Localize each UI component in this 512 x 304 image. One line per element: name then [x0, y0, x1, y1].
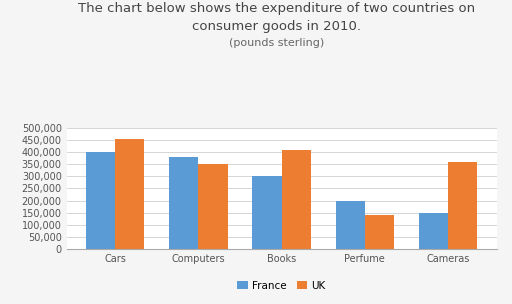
Bar [365, 215, 394, 249]
Bar [448, 162, 477, 249]
Bar [252, 176, 282, 249]
Text: (pounds sterling): (pounds sterling) [229, 38, 324, 48]
Bar [199, 164, 227, 249]
Bar [169, 157, 199, 249]
Bar [419, 213, 448, 249]
Bar [115, 139, 144, 249]
Legend: France, UK: France, UK [233, 276, 330, 295]
Bar [86, 152, 115, 249]
Text: The chart below shows the expenditure of two countries on: The chart below shows the expenditure of… [78, 2, 475, 15]
Bar [336, 201, 365, 249]
Bar [282, 150, 311, 249]
Text: consumer goods in 2010.: consumer goods in 2010. [192, 20, 361, 33]
